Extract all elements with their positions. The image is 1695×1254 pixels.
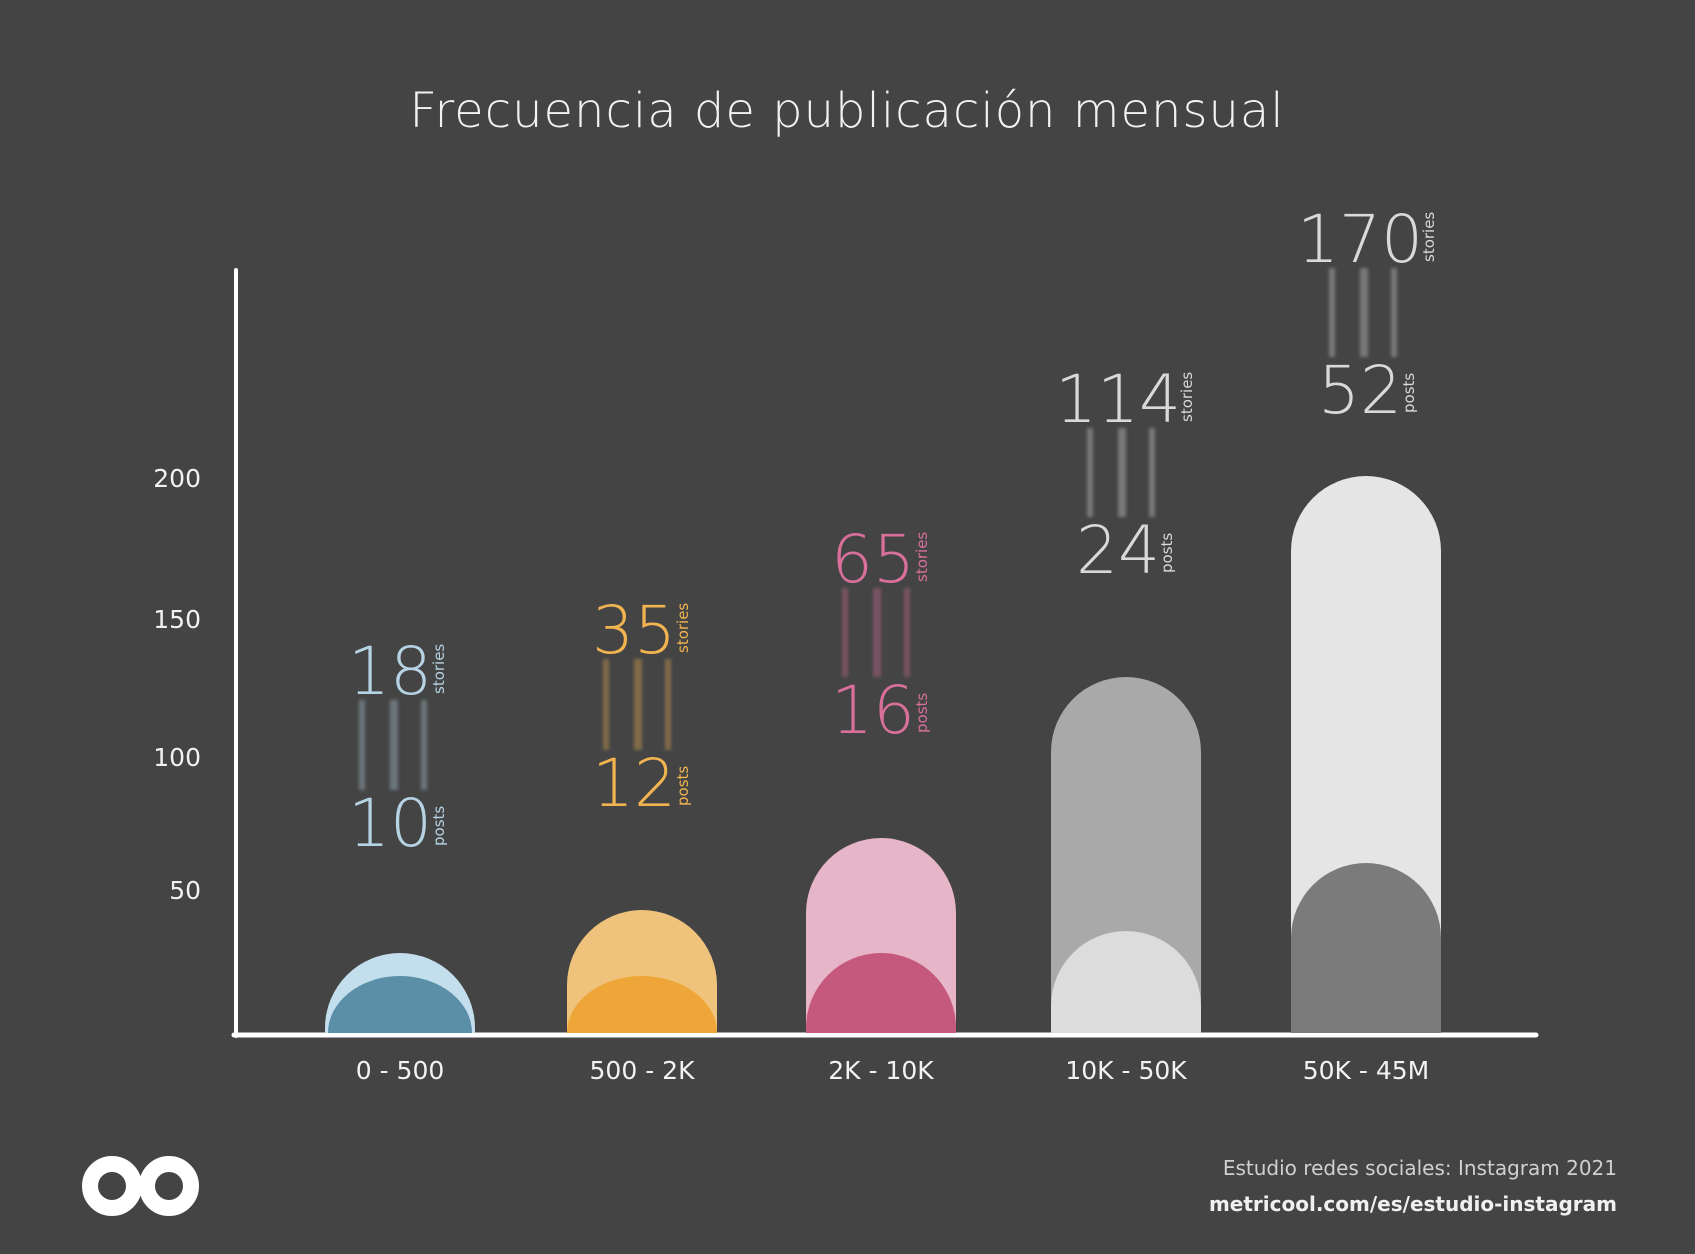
bars [325,476,1441,1033]
posts-value-label: 12 [592,745,676,822]
footer-study: Estudio redes sociales: Instagram 2021 [1223,1156,1617,1180]
y-ticks: 200 150 100 50 [153,464,201,905]
posts-unit-label: posts [674,766,692,806]
x-tick-label: 50K - 45M [1303,1056,1430,1085]
label-streak [665,659,671,750]
stories-unit-label: stories [430,644,448,694]
posts-value-label: 10 [348,785,432,862]
label-streak [603,659,609,750]
label-streak [359,700,365,790]
footer-url[interactable]: metricool.com/es/estudio-instagram [1209,1192,1617,1216]
value-labels: 18stories10posts35stories12posts65storie… [348,201,1438,862]
stories-value-label: 170 [1297,201,1423,278]
posts-unit-label: posts [913,693,931,733]
bar-posts [328,976,472,1033]
label-streak [873,588,881,677]
y-tick-label: 150 [153,605,201,634]
x-tick-label: 10K - 50K [1065,1056,1187,1085]
posts-unit-label: posts [430,806,448,846]
label-streak [634,659,642,750]
label-streak [1149,428,1155,517]
label-streak [390,700,398,790]
stories-unit-label: stories [1178,372,1196,422]
posts-value-label: 24 [1076,512,1160,589]
stories-value-label: 114 [1055,361,1181,438]
stories-value-label: 65 [831,521,915,598]
x-tick-label: 500 - 2K [590,1056,696,1085]
label-streak [421,700,427,790]
x-tick-label: 2K - 10K [828,1056,934,1085]
label-streak [904,588,910,677]
posts-value-label: 52 [1318,352,1402,429]
label-streak [1391,268,1397,357]
posts-value-label: 16 [831,672,915,749]
stories-value-label: 18 [348,633,432,710]
stories-value-label: 35 [592,592,676,669]
label-streak [1118,428,1126,517]
bar-posts [806,953,956,1033]
y-tick-label: 200 [153,464,201,493]
stories-unit-label: stories [913,532,931,582]
label-streak [1087,428,1093,517]
y-tick-label: 100 [153,743,201,772]
posts-unit-label: posts [1400,373,1418,413]
bar-posts [567,976,717,1033]
x-tick-label: 0 - 500 [356,1056,445,1085]
bar-posts [1051,931,1201,1033]
category-labels: 0 - 500 500 - 2K 2K - 10K 10K - 50K 50K - 45… [356,1056,1430,1085]
y-tick-label: 50 [169,876,201,905]
streaks [359,268,1397,790]
stories-unit-label: stories [674,603,692,653]
chart-title: Frecuencia de publicación mensual [409,83,1284,139]
label-streak [1360,268,1368,357]
posts-unit-label: posts [1158,533,1176,573]
metricool-logo-icon [82,1156,199,1216]
stories-unit-label: stories [1420,212,1438,262]
axes [231,268,1539,1038]
label-streak [842,588,848,677]
label-streak [1329,268,1335,357]
bar-posts [1291,863,1441,1033]
